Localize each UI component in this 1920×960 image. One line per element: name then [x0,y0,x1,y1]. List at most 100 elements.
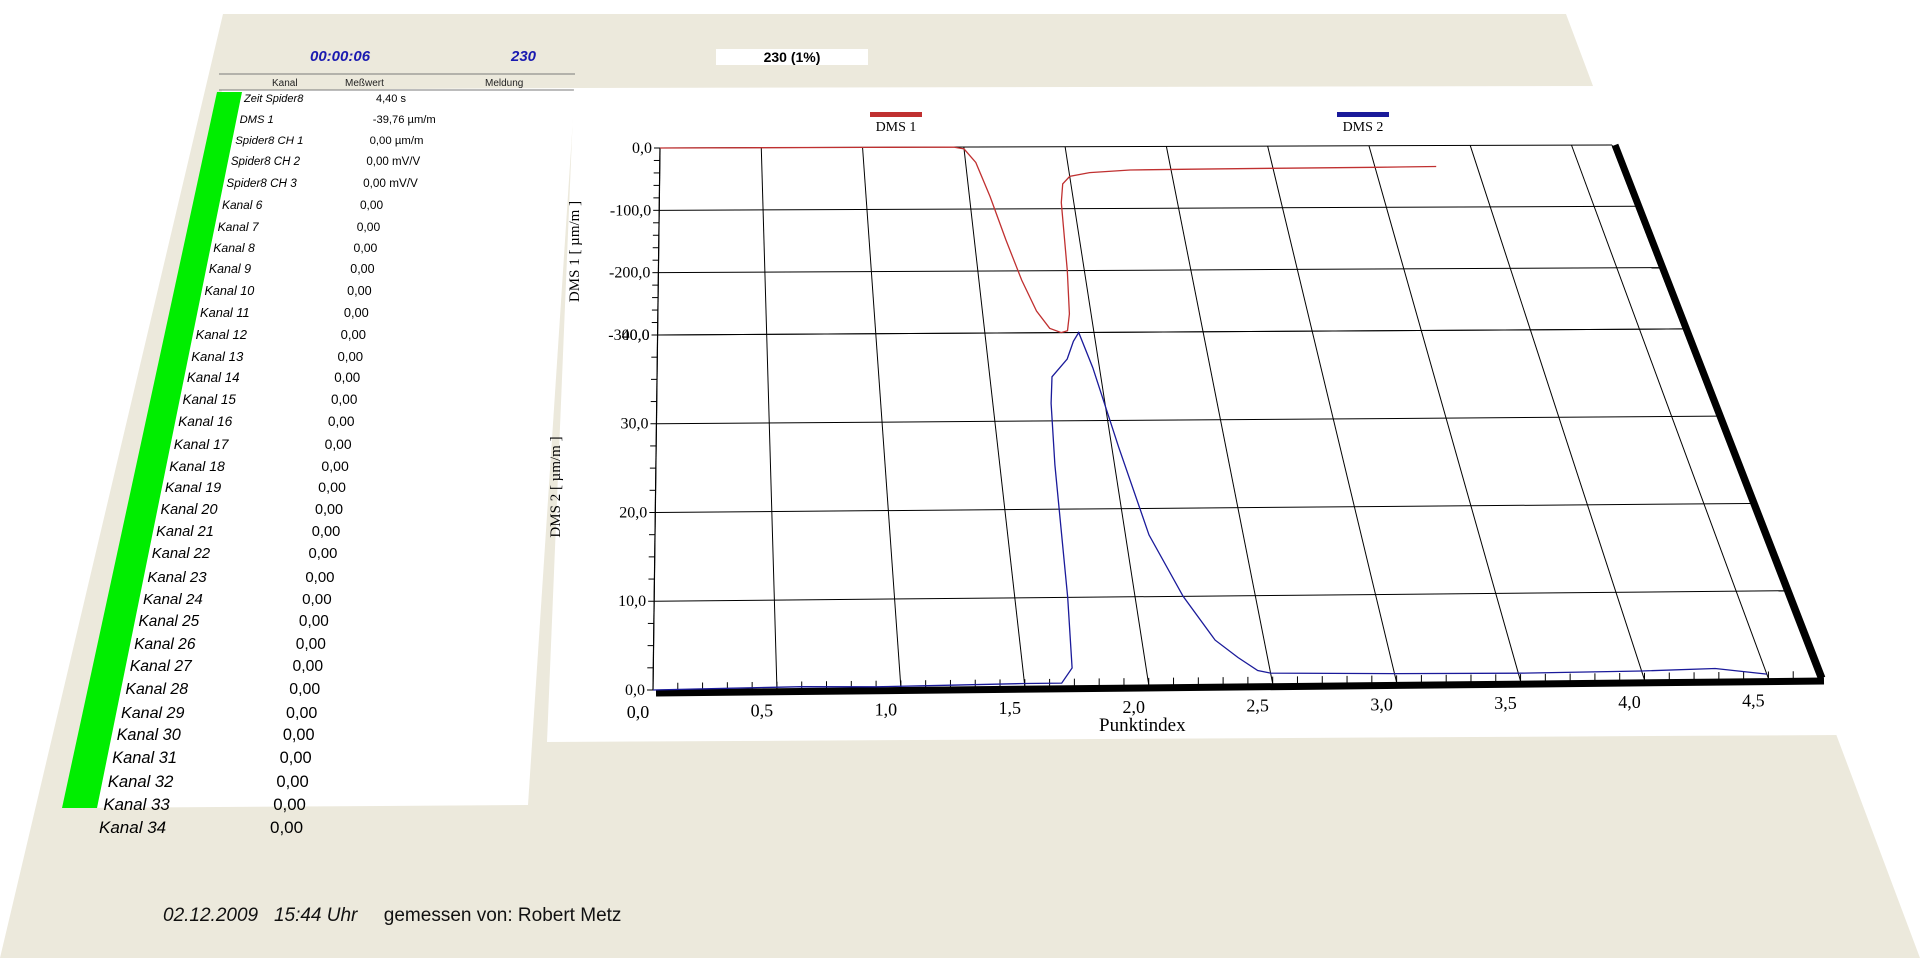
series-line-dms2 [652,331,1767,691]
channel-name: Kanal 29 [120,703,185,722]
channel-name: Kanal 18 [169,457,225,474]
channel-value: 0,00 [321,457,349,474]
channel-value: 4,40 s [376,93,406,105]
channel-name: Kanal 10 [204,283,255,298]
x-tick-label: 0,0 [627,702,650,722]
grid-line-horizontal [656,415,1717,425]
grid-line-vertical [1064,146,1150,685]
grid-line-horizontal [657,328,1684,336]
channel-value: 0,00 [347,283,372,298]
channel-name: Kanal 11 [200,305,250,321]
y-tick-label: 30,0 [620,416,648,433]
grid-line-vertical [1469,145,1645,680]
x-tick-label: 2,0 [1122,697,1145,717]
channel-name: Kanal 8 [213,240,255,255]
channel-name: Kanal 26 [134,635,196,653]
legend-label: DMS 2 [1343,120,1384,135]
x-tick-label: 4,0 [1618,692,1641,712]
y-axis-line [652,147,661,691]
x-tick-label: 0,5 [751,701,774,721]
grid-line-vertical [1267,145,1398,683]
legend-label: DMS 1 [876,120,917,135]
y-tick-label: 20,0 [619,504,647,521]
x-tick-label: 1,0 [875,699,898,719]
frame-right [1611,143,1826,680]
progress-indicator: 230 (1%) [716,49,868,65]
channel-name: Kanal 21 [156,524,214,541]
channel-name: Kanal 30 [116,726,181,745]
channel-name: Spider8 CH 3 [226,177,297,191]
footer: 02.12.2009 15:44 Uhr gemessen von: Rober… [163,905,621,927]
channel-name: Kanal 31 [112,749,178,768]
x-tick-label: 2,5 [1246,696,1269,716]
y-tick-label: 40,0 [622,327,650,344]
channel-value: 0,00 [276,772,309,792]
channel-name: Kanal 7 [217,219,259,234]
channel-name: Spider8 CH 2 [230,156,301,169]
channel-value: 0,00 mV/V [363,177,418,191]
elapsed-time: 00:00:06 [310,48,371,65]
channel-name: Kanal 20 [160,501,218,518]
y-tick-label: 0,0 [632,140,652,157]
footer-measured-by: gemessen von: Robert Metz [383,905,622,926]
channel-value: 0,00 [340,326,366,342]
grid-line-horizontal [654,590,1785,602]
y-tick-label: 0,0 [625,682,645,699]
channel-value: 0,00 [334,370,361,386]
y-tick-label: -200,0 [609,265,650,282]
channel-value: 0,00 [318,479,346,496]
channel-value: 0,00 [286,703,318,722]
channel-name: Zeit Spider8 [244,93,304,105]
legend-swatch [1337,112,1389,117]
grid-line-horizontal [659,205,1636,211]
channel-name: Kanal 23 [147,568,207,586]
frame-bottom [655,677,1825,697]
channel-value: 0,00 [337,348,364,364]
channel-value: 0,00 [305,568,335,586]
channel-value: 0,00 [308,546,338,563]
channel-value: 0,00 [331,392,358,408]
column-header-messwert: Meßwert [345,78,384,89]
channel-value: 0,00 [270,818,304,837]
channel-value: 0,00 [273,795,306,814]
y-tick-label: -100,0 [610,202,651,219]
y-axis-label-dms2: DMS 2 [ µm/m ] [548,436,564,537]
channel-value: 0,00 [356,219,381,234]
x-tick-label: 4,5 [1742,691,1765,711]
footer-date: 02.12.2009 [163,905,259,926]
channel-value: 0,00 [289,680,321,698]
channel-value: 0,00 [279,749,312,768]
channel-value: 0,00 [282,726,315,745]
channel-name: DMS 1 [239,113,274,126]
y-axis-label-dms1: DMS 1 [ µm/m ] [567,201,583,302]
channel-name: Kanal 28 [125,680,189,698]
channel-value: 0,00 [343,305,369,321]
sample-count: 230 [511,48,537,65]
channel-value: 0,00 [295,635,326,653]
channel-value: 0,00 [314,501,344,518]
channel-name: Kanal 17 [173,435,229,452]
grid-line-vertical [1571,144,1769,679]
channel-name: Kanal 27 [129,658,192,676]
status-bar [62,92,242,808]
channel-value: 0,00 [311,524,341,541]
x-tick-label: 3,0 [1370,694,1393,714]
grid-line-vertical [862,147,902,688]
channel-name: Kanal 13 [191,348,244,364]
footer-time: 15:44 Uhr [273,905,358,926]
x-tick-label: 3,5 [1494,693,1517,713]
channel-value: 0,00 [292,658,324,676]
channel-name: Kanal 14 [186,370,240,386]
channel-name: Kanal 34 [99,818,167,837]
legend-swatch [870,112,922,117]
channel-value: 0,00 [298,613,329,631]
grid-line-horizontal [658,267,1660,274]
channel-name: Kanal 9 [208,262,252,277]
channel-value: 0,00 [350,262,375,277]
x-axis-label: Punktindex [1099,715,1186,736]
column-header-kanal: Kanal [272,78,298,89]
channel-name: Kanal 32 [107,772,174,792]
y-tick-label: -300,0 [608,327,649,344]
channel-value: -39,76 µm/m [372,113,436,126]
channel-value: 0,00 [302,590,332,608]
